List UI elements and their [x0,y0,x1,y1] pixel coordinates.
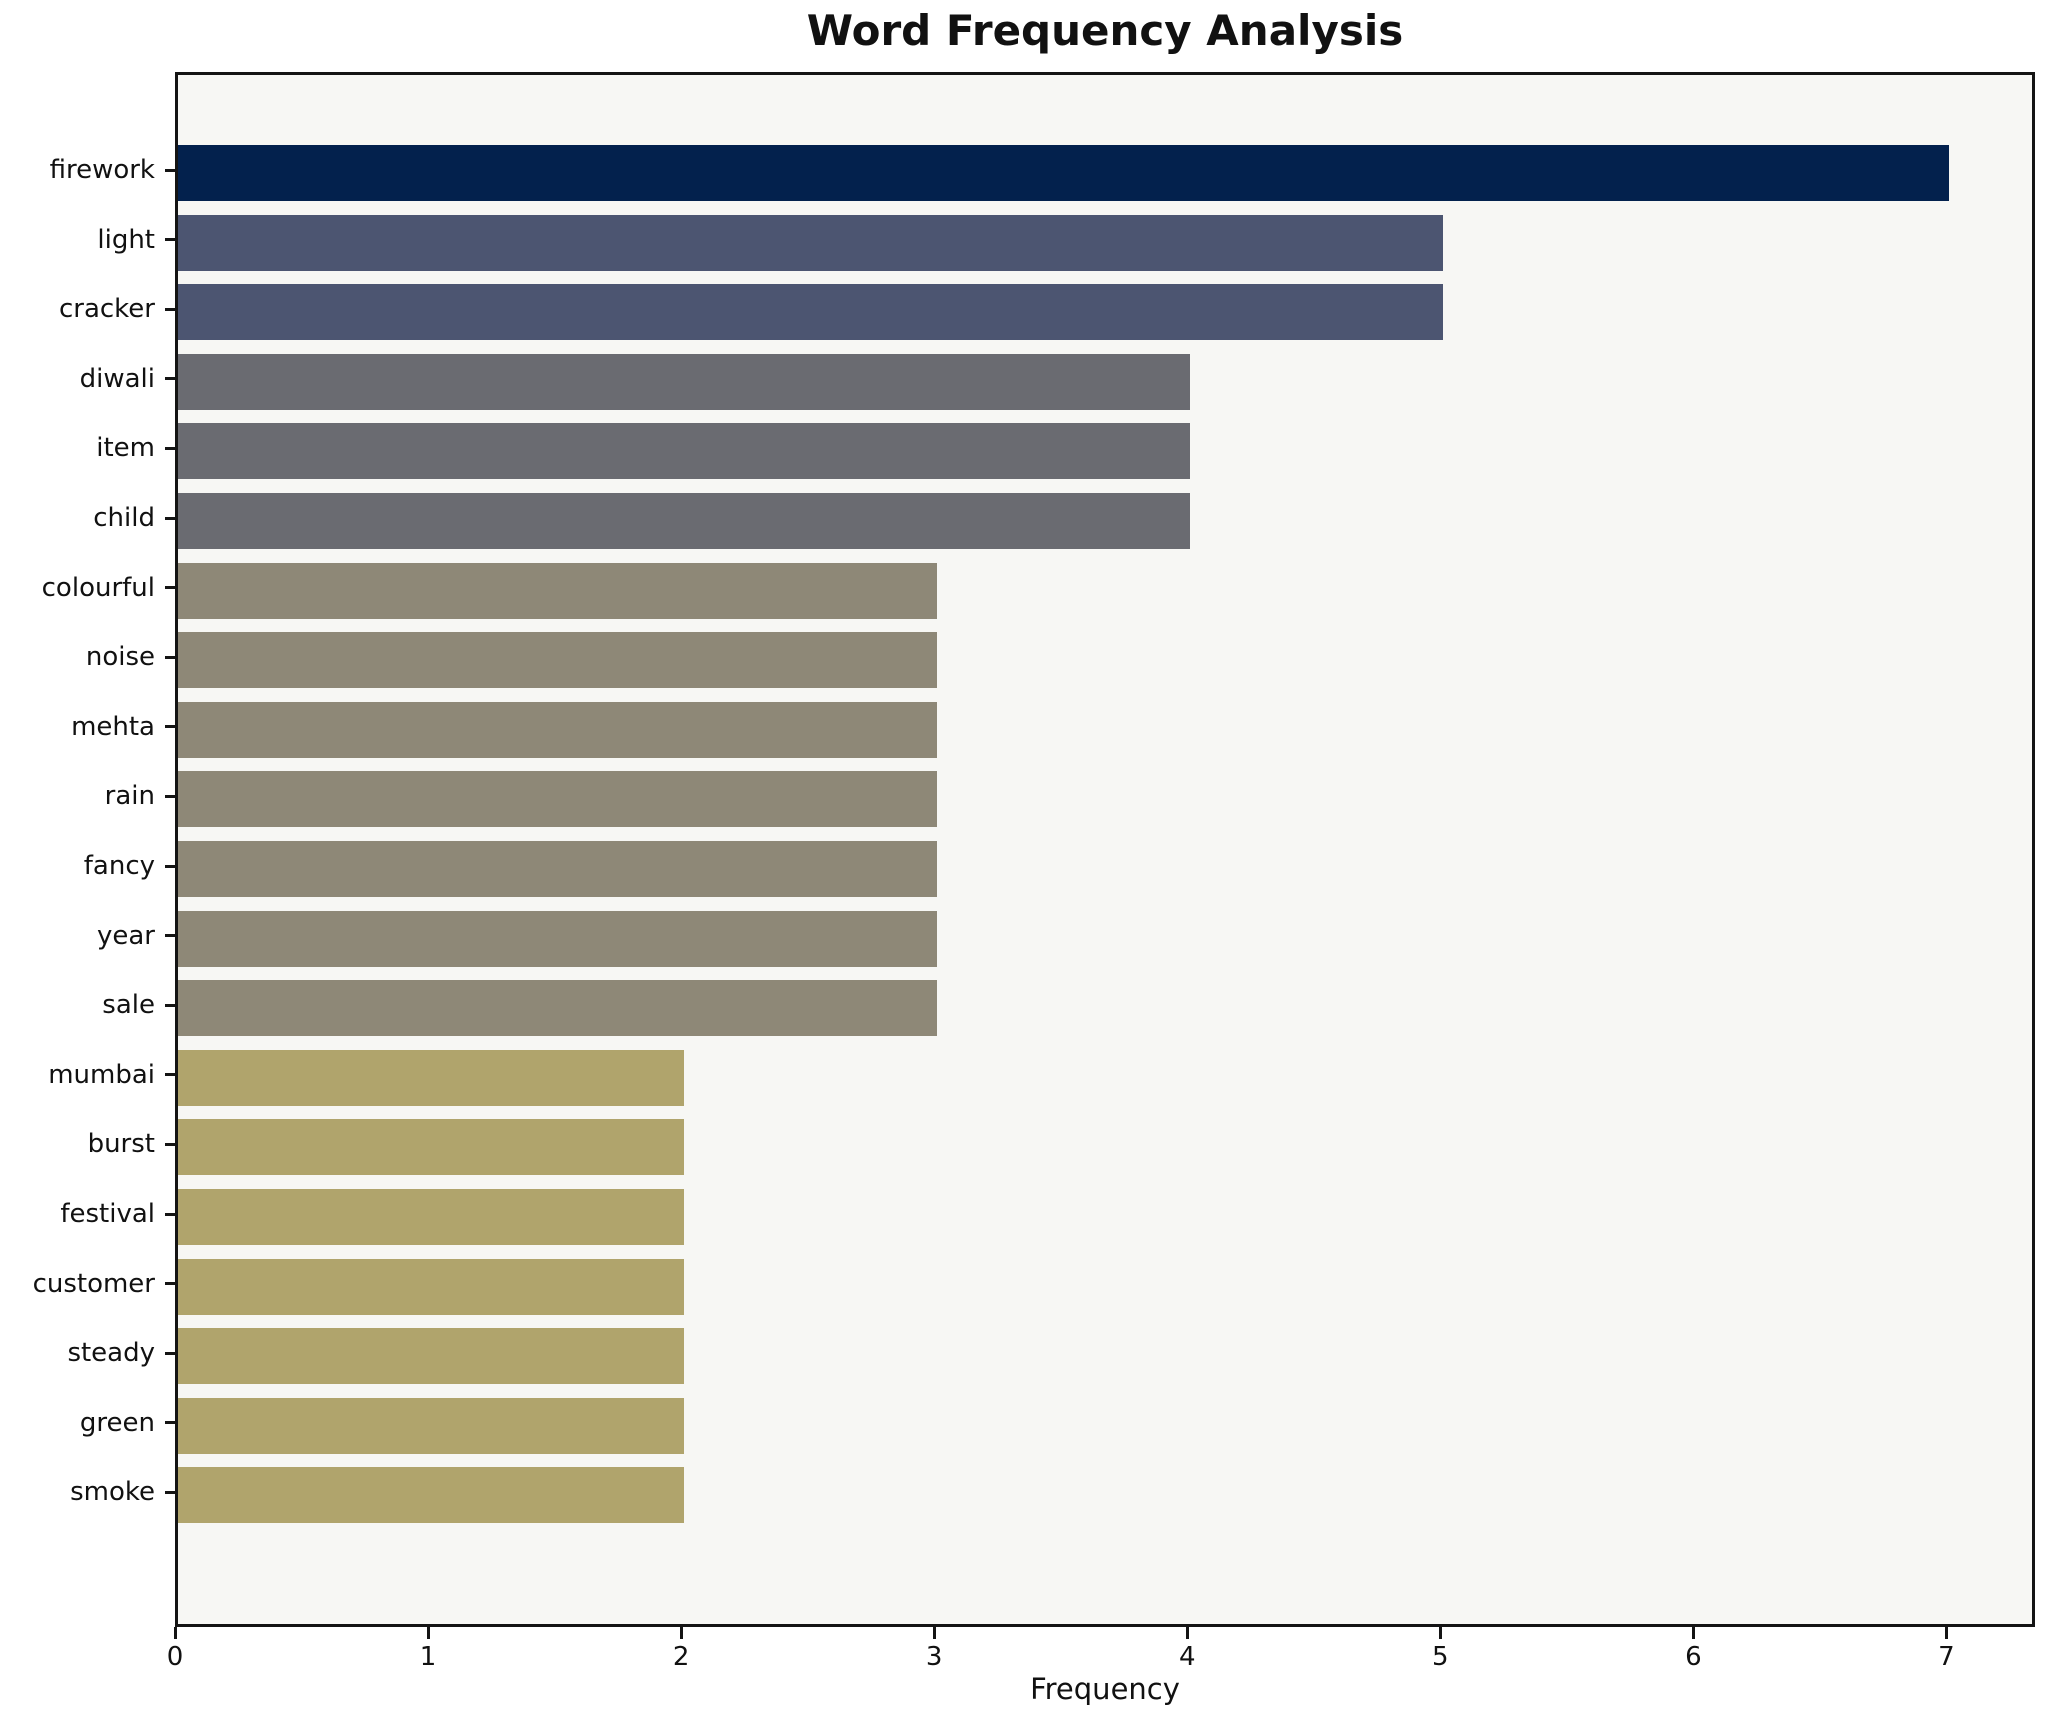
y-tick-label-diwali: diwali [79,363,155,394]
y-tick-label-item: item [96,433,155,464]
y-tick-mark [165,1142,175,1146]
y-tick-mark [165,516,175,520]
x-tick-mark [1438,1627,1442,1639]
y-tick-label-year: year [96,920,155,951]
y-tick-label-green: green [79,1407,155,1438]
y-tick-mark [165,1073,175,1077]
bar-steady [178,1328,685,1385]
bar-rain [178,771,938,828]
y-tick-label-cracker: cracker [58,294,155,325]
y-tick-mark [165,864,175,868]
plot-area [175,72,2035,1627]
y-tick-label-fancy: fancy [83,851,155,881]
y-tick-mark [165,1351,175,1355]
bar-green [178,1397,685,1454]
bar-smoke [178,1467,685,1524]
x-tick-label-0: 0 [166,1642,184,1672]
y-tick-mark [165,794,175,798]
y-tick-mark [165,307,175,311]
bar-noise [178,632,938,689]
x-tick-mark [1691,1627,1695,1639]
y-tick-label-festival: festival [60,1199,155,1229]
y-tick-mark [165,1003,175,1007]
bar-light [178,214,1444,271]
y-tick-label-customer: customer [32,1268,155,1299]
bar-burst [178,1119,685,1176]
x-tick-label-1: 1 [419,1642,437,1672]
x-tick-label-5: 5 [1432,1642,1449,1672]
x-tick-label-2: 2 [672,1642,690,1672]
bar-fancy [178,841,938,897]
x-axis-label: Frequency [1030,1672,1180,1706]
bar-cracker [178,284,1444,341]
y-tick-label-firework: firework [49,155,155,185]
y-tick-mark [165,1212,175,1216]
bar-diwali [178,353,1191,410]
y-tick-label-light: light [97,224,155,255]
x-tick-mark [679,1627,683,1639]
y-tick-mark [165,1490,175,1494]
y-tick-label-colourful: colourful [41,572,155,603]
y-tick-label-mumbai: mumbai [48,1059,155,1090]
x-tick-mark [1185,1627,1189,1639]
y-tick-mark [165,168,175,172]
y-tick-label-noise: noise [85,642,155,673]
y-tick-mark [165,934,175,938]
y-tick-label-child: child [93,503,155,533]
bar-mumbai [178,1049,685,1106]
y-tick-label-mehta: mehta [71,711,155,742]
y-tick-mark [165,238,175,242]
y-tick-mark [165,446,175,450]
bar-mehta [178,701,938,758]
x-tick-mark [173,1627,177,1639]
x-tick-label-4: 4 [1178,1642,1196,1672]
y-tick-mark [165,1421,175,1425]
bar-customer [178,1258,685,1315]
bar-colourful [178,562,938,619]
y-tick-label-smoke: smoke [70,1477,155,1508]
x-tick-label-6: 6 [1685,1642,1702,1672]
x-tick-mark [932,1627,936,1639]
y-tick-mark [165,725,175,729]
bar-item [178,423,1191,480]
bar-year [178,910,938,967]
y-tick-mark [165,377,175,381]
y-tick-label-burst: burst [87,1129,155,1160]
y-tick-label-steady: steady [67,1338,155,1369]
bar-festival [178,1189,685,1245]
y-tick-mark [165,655,175,659]
x-tick-label-3: 3 [925,1642,943,1672]
y-tick-mark [165,586,175,590]
x-tick-mark [1944,1627,1948,1639]
bar-child [178,493,1191,549]
chart-title: Word Frequency Analysis [806,6,1404,55]
y-tick-mark [165,1282,175,1286]
bar-firework [178,145,1950,201]
bar-sale [178,980,938,1037]
x-tick-mark [426,1627,430,1639]
y-tick-label-sale: sale [102,990,155,1021]
x-tick-label-7: 7 [1938,1642,1955,1672]
y-tick-label-rain: rain [104,781,155,812]
